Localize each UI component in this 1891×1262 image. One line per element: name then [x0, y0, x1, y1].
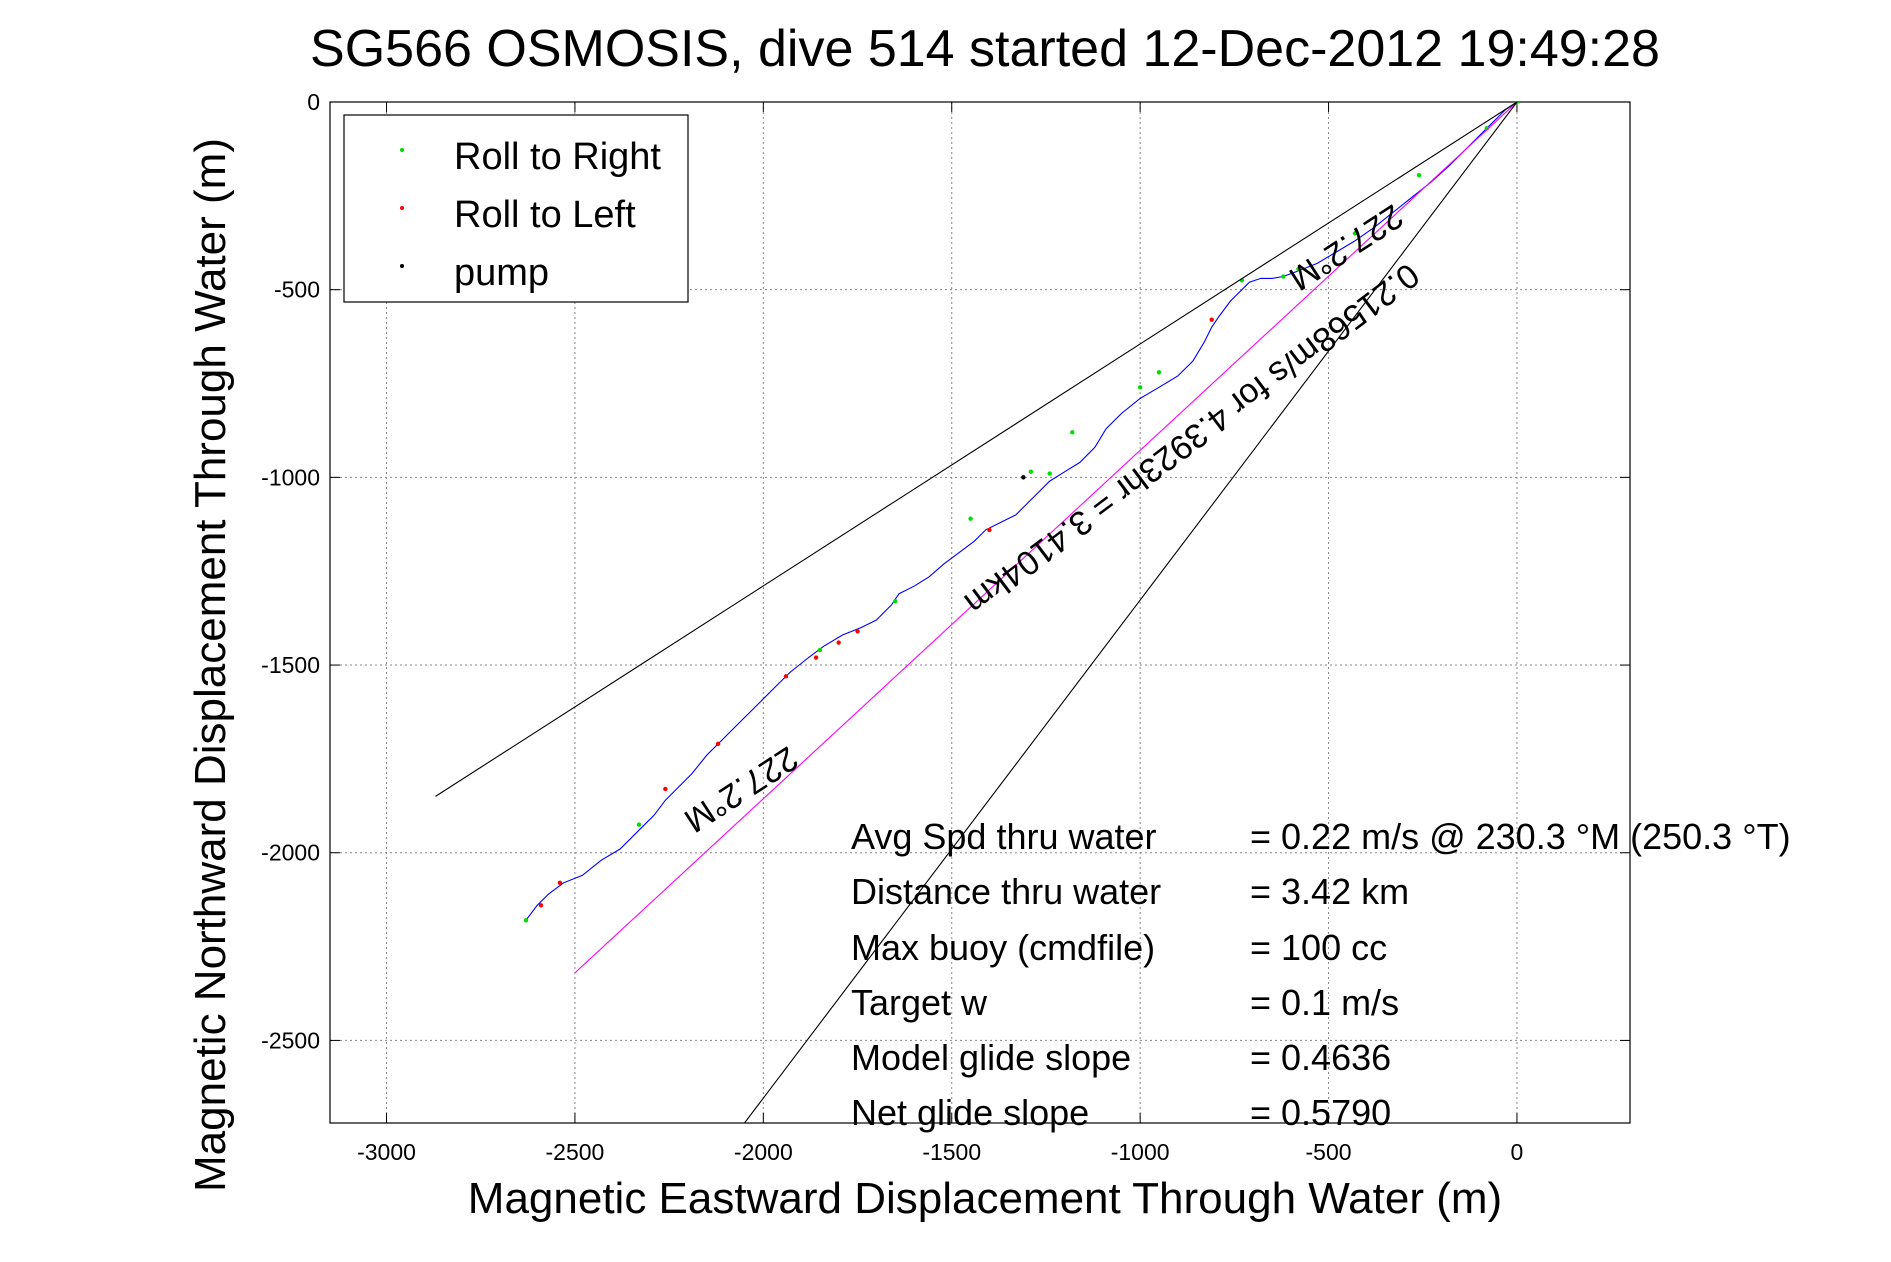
y-tick-label: -1000	[261, 464, 320, 490]
marker-roll-to-left	[855, 629, 860, 634]
legend-marker-pump	[400, 264, 404, 268]
legend-marker-roll-right	[400, 148, 404, 152]
x-tick-label: -3000	[357, 1139, 416, 1165]
stat-value-target-w: = 0.1 m/s	[1250, 982, 1399, 1023]
x-tick-label: -2500	[546, 1139, 605, 1165]
marker-pump	[1021, 475, 1026, 480]
x-tick-label: -2000	[734, 1139, 793, 1165]
marker-roll-to-left	[783, 674, 789, 679]
marker-roll-to-left	[557, 880, 563, 885]
y-axis-label: Magnetic Northward Displacement Through …	[186, 138, 235, 1192]
x-tick-label: -1000	[1111, 1139, 1170, 1165]
stat-value-avg-speed: = 0.22 m/s @ 230.3 °M (250.3 °T)	[1250, 816, 1791, 857]
stat-label-net-slope: Net glide slope	[851, 1092, 1089, 1133]
chart-title: SG566 OSMOSIS, dive 514 started 12-Dec-2…	[310, 20, 1660, 78]
marker-roll-to-right	[968, 516, 973, 521]
legend-label-roll-left: Roll to Left	[454, 194, 636, 236]
marker-roll-to-right	[1047, 471, 1052, 476]
series-line-track	[525, 102, 1518, 921]
x-tick-label: -500	[1306, 1139, 1352, 1165]
heading-label-lower: 227.2°M	[677, 739, 804, 840]
x-axis-label: Magnetic Eastward Displacement Through W…	[468, 1174, 1502, 1223]
marker-roll-to-right	[523, 918, 529, 923]
marker-roll-to-right	[1352, 231, 1358, 236]
series-group	[435, 102, 1520, 1123]
legend-label-pump: pump	[454, 252, 549, 294]
stat-label-target-w: Target w	[851, 982, 988, 1023]
legend-marker-roll-left	[400, 206, 404, 210]
marker-roll-to-right	[1028, 469, 1034, 474]
y-tick-label: -2000	[261, 840, 320, 866]
stat-label-max-buoy: Max buoy (cmdfile)	[851, 927, 1155, 968]
marker-roll-to-right	[1156, 370, 1162, 375]
marker-roll-to-left	[715, 741, 721, 747]
stat-value-model-slope: = 0.4636	[1250, 1037, 1391, 1078]
y-tick-label: -500	[274, 277, 320, 303]
stat-value-max-buoy: = 100 cc	[1250, 927, 1387, 968]
axes-box	[329, 101, 1631, 1124]
marker-roll-to-right	[1416, 172, 1422, 178]
legend-label-roll-right: Roll to Right	[454, 136, 661, 178]
marker-roll-to-right	[893, 599, 898, 604]
stat-value-distance: = 3.42 km	[1250, 871, 1409, 912]
marker-roll-to-left	[813, 655, 819, 660]
marker-roll-to-left	[836, 640, 841, 645]
stats-block: Avg Spd thru water = 0.22 m/s @ 230.3 °M…	[851, 816, 1791, 1133]
marker-roll-to-right	[636, 822, 642, 827]
marker-roll-to-right	[817, 647, 823, 653]
stat-value-net-slope: = 0.5790	[1250, 1092, 1391, 1133]
stat-label-avg-speed: Avg Spd thru water	[851, 816, 1157, 857]
x-tick-label: 0	[1511, 1139, 1524, 1165]
series-line-bound1	[435, 102, 1518, 797]
marker-roll-to-left	[663, 786, 668, 792]
marker-roll-to-right	[1296, 266, 1301, 272]
y-tick-label: 0	[307, 89, 320, 115]
plot-area: -3000 -2500 -2000 -1500 -1000 -500 0 0 -500 -1000…	[261, 89, 1631, 1165]
marker-roll-to-right	[1070, 430, 1075, 435]
stat-label-model-slope: Model glide slope	[851, 1037, 1131, 1078]
series-line-magenta	[574, 102, 1518, 974]
stat-label-distance: Distance thru water	[851, 871, 1161, 912]
legend: Roll to Right Roll to Left pump	[343, 114, 689, 303]
series-line-bound2	[744, 102, 1518, 1123]
marker-roll-to-left	[1209, 317, 1214, 322]
marker-roll-to-left	[538, 903, 544, 908]
y-tick-label: -1500	[261, 652, 320, 678]
marker-roll-to-left	[987, 527, 992, 533]
marker-roll-to-right	[1281, 274, 1286, 279]
x-tick-label: -1500	[922, 1139, 981, 1165]
y-tick-label: -2500	[261, 1027, 320, 1053]
marker-roll-to-right	[1137, 385, 1143, 390]
